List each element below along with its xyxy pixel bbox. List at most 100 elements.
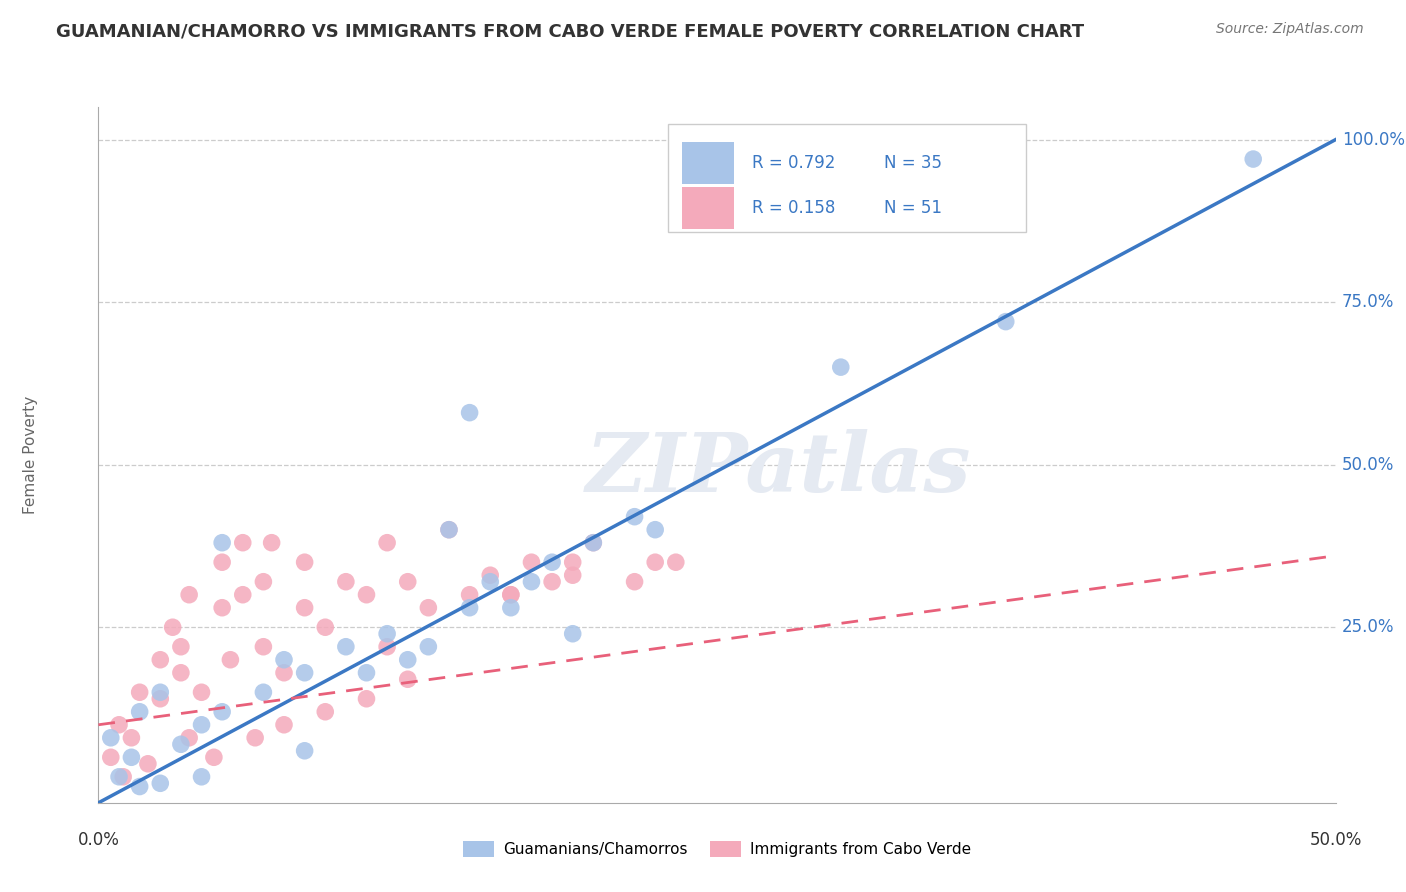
Point	[375, 626, 398, 640]
Point	[582, 535, 605, 549]
Point	[179, 731, 201, 745]
Point	[541, 574, 564, 589]
Point	[211, 705, 233, 719]
Point	[437, 523, 460, 537]
Point	[273, 718, 295, 732]
Point	[294, 744, 316, 758]
Point	[211, 555, 233, 569]
Point	[294, 600, 316, 615]
Text: Source: ZipAtlas.com: Source: ZipAtlas.com	[1216, 22, 1364, 37]
Point	[561, 555, 583, 569]
Point	[128, 705, 150, 719]
Point	[162, 620, 184, 634]
Point	[520, 555, 543, 569]
Point	[418, 600, 440, 615]
Point	[149, 685, 172, 699]
Point	[335, 574, 357, 589]
Point	[335, 640, 357, 654]
Text: 50.0%: 50.0%	[1309, 830, 1362, 848]
Point	[396, 574, 419, 589]
FancyBboxPatch shape	[682, 142, 734, 184]
Point	[541, 555, 564, 569]
Point	[644, 555, 666, 569]
Text: R = 0.792: R = 0.792	[752, 153, 835, 171]
Point	[499, 588, 522, 602]
Point	[232, 588, 254, 602]
Point	[294, 665, 316, 680]
Text: 25.0%: 25.0%	[1341, 618, 1395, 636]
FancyBboxPatch shape	[668, 124, 1026, 232]
Point	[252, 640, 274, 654]
Text: 50.0%: 50.0%	[1341, 456, 1395, 474]
Point	[260, 535, 283, 549]
Point	[273, 665, 295, 680]
Point	[499, 600, 522, 615]
Point	[314, 620, 336, 634]
Point	[252, 574, 274, 589]
Point	[100, 750, 122, 764]
Point	[190, 770, 212, 784]
Text: 75.0%: 75.0%	[1341, 293, 1395, 311]
Text: N = 35: N = 35	[884, 153, 942, 171]
Point	[219, 653, 242, 667]
Point	[273, 653, 295, 667]
Point	[458, 406, 481, 420]
Point	[623, 509, 645, 524]
Point	[396, 653, 419, 667]
Point	[396, 672, 419, 686]
Point	[437, 523, 460, 537]
Point	[375, 535, 398, 549]
Point	[665, 555, 688, 569]
Point	[136, 756, 159, 771]
Legend: Guamanians/Chamorros, Immigrants from Cabo Verde: Guamanians/Chamorros, Immigrants from Ca…	[456, 833, 979, 864]
Text: N = 51: N = 51	[884, 199, 942, 217]
Point	[120, 731, 142, 745]
Point	[170, 737, 193, 751]
Point	[190, 685, 212, 699]
Point	[294, 555, 316, 569]
Point	[149, 653, 172, 667]
FancyBboxPatch shape	[682, 187, 734, 229]
Point	[623, 574, 645, 589]
Point	[356, 588, 378, 602]
Point	[149, 691, 172, 706]
Text: Female Poverty: Female Poverty	[22, 396, 38, 514]
Point	[479, 568, 502, 582]
Point	[202, 750, 225, 764]
Point	[170, 640, 193, 654]
Point	[458, 588, 481, 602]
Point	[170, 665, 193, 680]
Point	[179, 588, 201, 602]
Point	[458, 600, 481, 615]
Point	[356, 665, 378, 680]
Text: GUAMANIAN/CHAMORRO VS IMMIGRANTS FROM CABO VERDE FEMALE POVERTY CORRELATION CHAR: GUAMANIAN/CHAMORRO VS IMMIGRANTS FROM CA…	[56, 22, 1084, 40]
Point	[211, 535, 233, 549]
Text: ZIPatlas: ZIPatlas	[586, 429, 972, 508]
Point	[830, 360, 852, 375]
Point	[120, 750, 142, 764]
Point	[100, 731, 122, 745]
Point	[314, 705, 336, 719]
Point	[582, 535, 605, 549]
Point	[149, 776, 172, 790]
Point	[108, 770, 131, 784]
Point	[252, 685, 274, 699]
Point	[112, 770, 135, 784]
Point	[561, 626, 583, 640]
Text: 0.0%: 0.0%	[77, 830, 120, 848]
Point	[479, 574, 502, 589]
Point	[375, 640, 398, 654]
Point	[211, 600, 233, 615]
Point	[356, 691, 378, 706]
Point	[128, 685, 150, 699]
Point	[418, 640, 440, 654]
Point	[644, 523, 666, 537]
Text: 100.0%: 100.0%	[1341, 130, 1405, 149]
Point	[108, 718, 131, 732]
Text: R = 0.158: R = 0.158	[752, 199, 835, 217]
Point	[520, 574, 543, 589]
Point	[561, 568, 583, 582]
Point	[1241, 152, 1264, 166]
Point	[232, 535, 254, 549]
Point	[243, 731, 266, 745]
